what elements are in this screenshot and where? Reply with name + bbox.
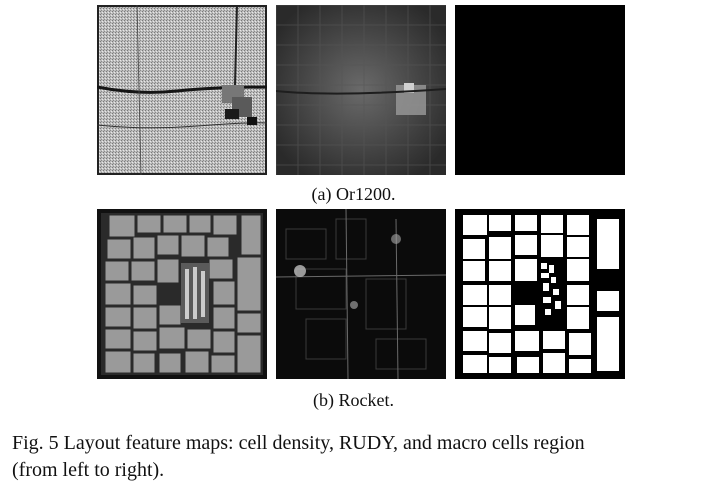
subcaption-a: (a) Or1200. — [311, 184, 396, 204]
figure-caption-line-1: Fig. 5 Layout feature maps: cell density… — [12, 432, 585, 454]
or1200-cell-density-map — [97, 5, 267, 175]
rocket-rudy-map — [276, 209, 446, 379]
rocket-cell-density-map — [97, 209, 267, 379]
figure-caption: Fig. 5 Layout feature maps: cell density… — [12, 430, 702, 484]
or1200-macro-region-map — [455, 5, 625, 175]
subcaption-b: (b) Rocket. — [313, 390, 394, 410]
or1200-rudy-map — [276, 5, 446, 175]
figure-caption-line-2: (from left to right). — [12, 459, 165, 481]
rocket-macro-region-map — [455, 209, 625, 379]
